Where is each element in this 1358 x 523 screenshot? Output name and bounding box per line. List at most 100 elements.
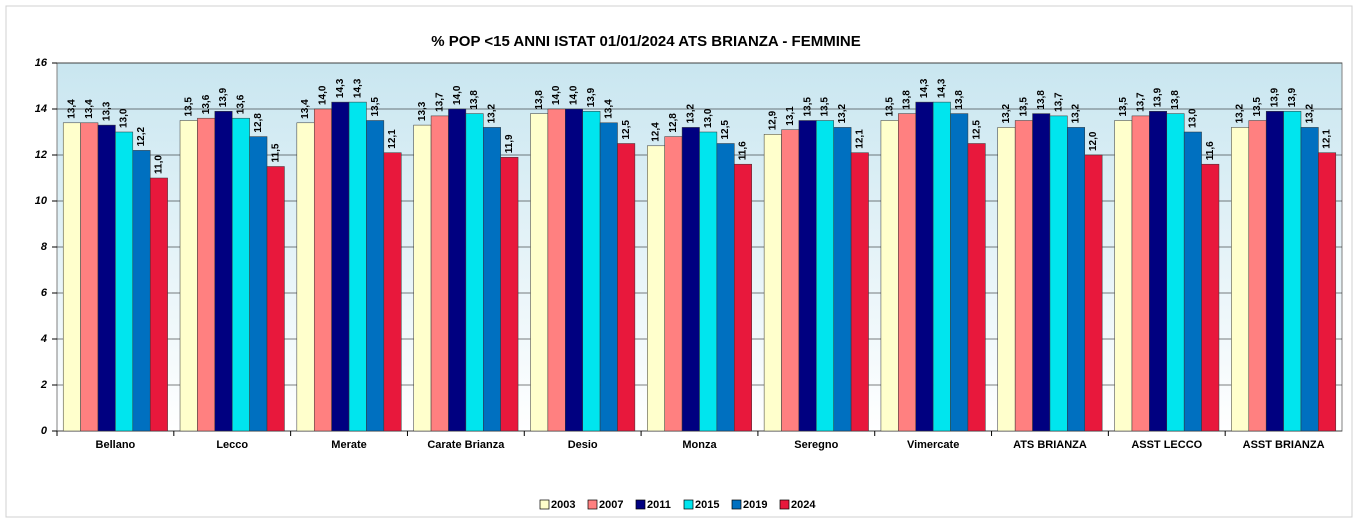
bar bbox=[465, 113, 484, 432]
data-label: 13,5 bbox=[884, 97, 895, 117]
bar bbox=[483, 127, 501, 432]
bar bbox=[266, 166, 285, 432]
data-label: 12,2 bbox=[136, 126, 147, 146]
bar bbox=[530, 113, 549, 432]
data-label: 14,0 bbox=[551, 85, 562, 105]
bar bbox=[115, 131, 134, 432]
bar bbox=[249, 136, 268, 432]
bar bbox=[149, 177, 168, 432]
bar bbox=[62, 122, 81, 432]
bar bbox=[313, 108, 332, 432]
y-tick-label: 12 bbox=[35, 149, 47, 161]
data-label: 13,0 bbox=[119, 108, 130, 128]
x-tick-label: Lecco bbox=[216, 439, 248, 451]
bar bbox=[231, 117, 250, 432]
data-label: 13,8 bbox=[1036, 90, 1047, 110]
legend-swatch bbox=[587, 499, 598, 510]
data-label: 13,9 bbox=[1270, 87, 1281, 107]
bar bbox=[798, 120, 817, 432]
data-label: 13,8 bbox=[902, 90, 913, 110]
data-label: 14,3 bbox=[335, 78, 346, 98]
data-label: 12,1 bbox=[1322, 129, 1333, 149]
data-label: 13,6 bbox=[201, 94, 212, 114]
bar bbox=[197, 117, 216, 432]
data-label: 13,2 bbox=[487, 103, 498, 123]
data-label: 12,4 bbox=[651, 122, 662, 142]
bar bbox=[97, 124, 116, 432]
data-label: 13,2 bbox=[1304, 103, 1315, 123]
bar bbox=[383, 152, 402, 432]
bar bbox=[430, 115, 449, 432]
legend-label: 2024 bbox=[791, 499, 816, 511]
bar bbox=[348, 101, 367, 432]
legend-swatch bbox=[539, 499, 550, 510]
data-label: 13,2 bbox=[685, 103, 696, 123]
bar bbox=[617, 143, 636, 432]
bar bbox=[1032, 113, 1051, 432]
data-label: 13,5 bbox=[183, 97, 194, 117]
data-label: 13,7 bbox=[1053, 92, 1064, 112]
data-label: 12,5 bbox=[971, 120, 982, 140]
data-label: 13,2 bbox=[1235, 103, 1246, 123]
legend-swatch bbox=[635, 499, 646, 510]
data-label: 13,5 bbox=[802, 97, 813, 117]
bar bbox=[950, 113, 969, 432]
x-tick-label: ATS BRIANZA bbox=[1013, 439, 1087, 451]
data-label: 13,2 bbox=[1071, 103, 1082, 123]
data-label: 12,8 bbox=[253, 113, 264, 133]
chart-title: % POP <15 ANNI ISTAT 01/01/2024 ATS BRIA… bbox=[431, 33, 860, 50]
x-tick-label: ASST BRIANZA bbox=[1243, 439, 1325, 451]
bar bbox=[80, 122, 99, 432]
x-tick-label: Seregno bbox=[794, 439, 838, 451]
bar bbox=[331, 101, 350, 432]
y-tick-label: 8 bbox=[41, 241, 48, 253]
bar bbox=[898, 113, 916, 432]
bar bbox=[763, 134, 782, 432]
data-label: 13,7 bbox=[1135, 92, 1146, 112]
bar bbox=[1067, 127, 1086, 432]
bar bbox=[1183, 131, 1202, 432]
x-tick-label: Monza bbox=[682, 439, 717, 451]
data-label: 12,1 bbox=[854, 129, 865, 149]
legend-swatch bbox=[683, 499, 694, 510]
data-label: 14,0 bbox=[452, 85, 463, 105]
bar bbox=[1114, 120, 1133, 432]
bar bbox=[1318, 152, 1337, 432]
bar bbox=[565, 108, 583, 432]
data-label: 13,5 bbox=[370, 97, 381, 117]
bar bbox=[1084, 154, 1103, 432]
bar bbox=[1149, 111, 1168, 432]
data-label: 13,2 bbox=[1001, 103, 1012, 123]
data-label: 13,4 bbox=[84, 99, 95, 119]
bar bbox=[1248, 120, 1267, 432]
bar bbox=[932, 101, 951, 432]
data-label: 12,1 bbox=[387, 129, 398, 149]
bar bbox=[599, 122, 618, 432]
bar bbox=[664, 136, 683, 432]
bar bbox=[1300, 127, 1319, 432]
bar bbox=[681, 127, 700, 432]
data-label: 12,8 bbox=[668, 113, 679, 133]
data-label: 11,9 bbox=[504, 134, 515, 153]
legend-label: 2015 bbox=[695, 499, 719, 511]
bar bbox=[880, 120, 899, 432]
legend-label: 2019 bbox=[743, 499, 767, 511]
bar bbox=[296, 122, 315, 432]
x-tick-label: Carate Brianza bbox=[427, 439, 505, 451]
data-label: 13,1 bbox=[785, 106, 796, 126]
data-label: 13,0 bbox=[703, 108, 714, 128]
bar bbox=[1014, 120, 1033, 432]
data-label: 13,5 bbox=[1018, 97, 1029, 117]
data-label: 13,4 bbox=[300, 99, 311, 119]
data-label: 13,9 bbox=[1153, 87, 1164, 107]
bar bbox=[214, 111, 233, 432]
bar bbox=[850, 152, 869, 432]
bar bbox=[582, 111, 601, 432]
data-label: 13,4 bbox=[67, 99, 78, 119]
bar bbox=[716, 143, 735, 432]
data-label: 13,9 bbox=[218, 87, 229, 107]
bar bbox=[413, 124, 432, 432]
bar bbox=[1231, 127, 1250, 432]
bar bbox=[132, 150, 151, 432]
data-label: 13,5 bbox=[820, 97, 831, 117]
